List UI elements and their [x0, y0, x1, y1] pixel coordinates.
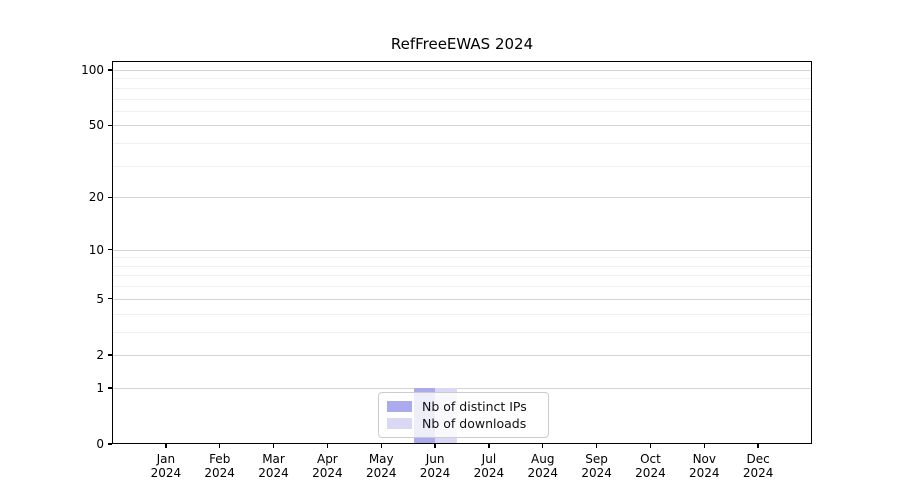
minor-gridline [112, 165, 812, 167]
minor-gridline [112, 257, 812, 259]
y-tick-mark [108, 69, 112, 71]
x-tick-mark [757, 444, 759, 448]
y-tick-label: 50 [88, 118, 104, 133]
major-gridline [112, 298, 812, 300]
y-tick-mark [108, 443, 112, 445]
x-label-year: 2024 [365, 466, 397, 480]
x-tick-mark [218, 444, 221, 448]
y-tick-mark [108, 387, 112, 389]
x-label-year: 2024 [150, 466, 182, 480]
major-gridline [112, 125, 812, 127]
y-tick-mark [108, 248, 112, 251]
x-label-year: 2024 [635, 466, 666, 480]
x-label-month: Apr [316, 452, 338, 466]
x-tick-label: Jun 2024 [403, 452, 467, 480]
x-label-month: Mar [262, 452, 285, 466]
x-label-year: 2024 [312, 466, 343, 480]
minor-gridline [112, 265, 812, 267]
x-tick-label: May 2024 [349, 452, 413, 480]
x-tick-mark [434, 444, 436, 448]
major-gridline [112, 197, 812, 199]
legend-label-distinct-ips: Nb of distinct IPs [422, 399, 527, 414]
x-label-year: 2024 [473, 466, 505, 480]
major-gridline [112, 69, 812, 71]
major-gridline [112, 387, 812, 389]
plot-area [112, 61, 812, 444]
x-tick-label: Oct 2024 [618, 452, 682, 480]
minor-gridline [112, 143, 812, 145]
minor-gridline [112, 286, 812, 288]
minor-gridline [112, 313, 812, 315]
chart-title: RefFreeEWAS 2024 [390, 35, 534, 53]
x-tick-label: Dec 2024 [726, 452, 790, 480]
legend-swatch-distinct-ips [387, 401, 412, 412]
x-label-year: 2024 [527, 466, 559, 480]
x-tick-label: Apr 2024 [295, 452, 359, 480]
x-tick-mark [380, 444, 382, 448]
x-tick-label: Mar 2024 [242, 452, 306, 480]
x-tick-mark [595, 444, 598, 448]
y-tick-mark [108, 354, 112, 356]
x-tick-mark [488, 444, 490, 448]
y-tick-label: 2 [96, 347, 104, 362]
x-label-year: 2024 [204, 466, 235, 480]
y-tick-label: 100 [81, 62, 104, 77]
x-tick-label: Sep 2024 [565, 452, 629, 480]
x-tick-label: Nov 2024 [672, 452, 736, 480]
x-tick-label: Feb 2024 [188, 452, 252, 480]
y-tick-mark [108, 196, 112, 198]
major-gridline [112, 354, 812, 356]
x-tick-mark [326, 444, 329, 448]
x-label-month: Dec [746, 452, 770, 466]
minor-gridline [112, 331, 812, 333]
minor-gridline [112, 98, 812, 100]
x-tick-mark [272, 444, 275, 448]
x-tick-label: Jul 2024 [457, 452, 521, 480]
x-label-year: 2024 [419, 466, 451, 480]
x-tick-mark [703, 444, 705, 448]
x-label-month: Feb [209, 452, 231, 466]
minor-gridline [112, 78, 812, 80]
legend-label-downloads: Nb of downloads [422, 416, 527, 431]
x-tick-mark [542, 444, 544, 448]
legend-item-distinct-ips: Nb of distinct IPs [387, 398, 540, 415]
y-tick-label: 1 [96, 380, 104, 395]
y-tick-mark [108, 298, 112, 300]
x-label-month: May [368, 452, 394, 466]
x-label-month: Jul [481, 452, 497, 466]
minor-gridline [112, 110, 812, 112]
x-label-year: 2024 [742, 466, 774, 480]
x-label-month: Nov [692, 452, 716, 466]
y-tick-label: 20 [88, 190, 104, 205]
y-tick-mark [108, 124, 112, 127]
major-gridline [112, 249, 812, 251]
x-tick-label: Aug 2024 [511, 452, 575, 480]
x-label-month: Sep [585, 452, 608, 466]
y-tick-label: 0 [96, 437, 104, 451]
x-label-month: Jun [425, 452, 445, 466]
x-tick-label: Jan 2024 [134, 452, 198, 480]
minor-gridline [112, 275, 812, 277]
minor-gridline [112, 87, 812, 89]
y-tick-label: 10 [88, 242, 104, 257]
x-label-year: 2024 [689, 466, 720, 480]
legend-item-downloads: Nb of downloads [387, 415, 540, 432]
x-label-year: 2024 [581, 466, 612, 480]
x-tick-mark [649, 444, 652, 448]
x-label-year: 2024 [258, 466, 289, 480]
legend-swatch-downloads [387, 418, 412, 429]
x-label-month: Oct [640, 452, 661, 466]
legend: Nb of distinct IPs Nb of downloads [378, 392, 549, 438]
y-tick-label: 5 [96, 291, 104, 306]
x-label-month: Aug [531, 452, 555, 466]
x-tick-mark [165, 444, 167, 448]
x-label-month: Jan [156, 452, 176, 466]
